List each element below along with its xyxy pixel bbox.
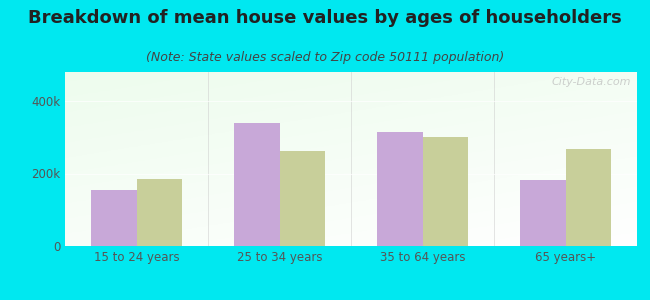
Text: (Note: State values scaled to Zip code 50111 population): (Note: State values scaled to Zip code 5… [146, 51, 504, 64]
Bar [136, 179, 182, 246]
Bar [566, 149, 611, 246]
Text: City-Data.com: City-Data.com [552, 77, 631, 87]
Bar [234, 123, 280, 246]
Text: Breakdown of mean house values by ages of householders: Breakdown of mean house values by ages o… [28, 9, 622, 27]
Bar [280, 151, 325, 246]
Bar [91, 190, 136, 246]
Bar [377, 132, 423, 246]
Bar [422, 137, 468, 246]
Bar [520, 180, 566, 246]
